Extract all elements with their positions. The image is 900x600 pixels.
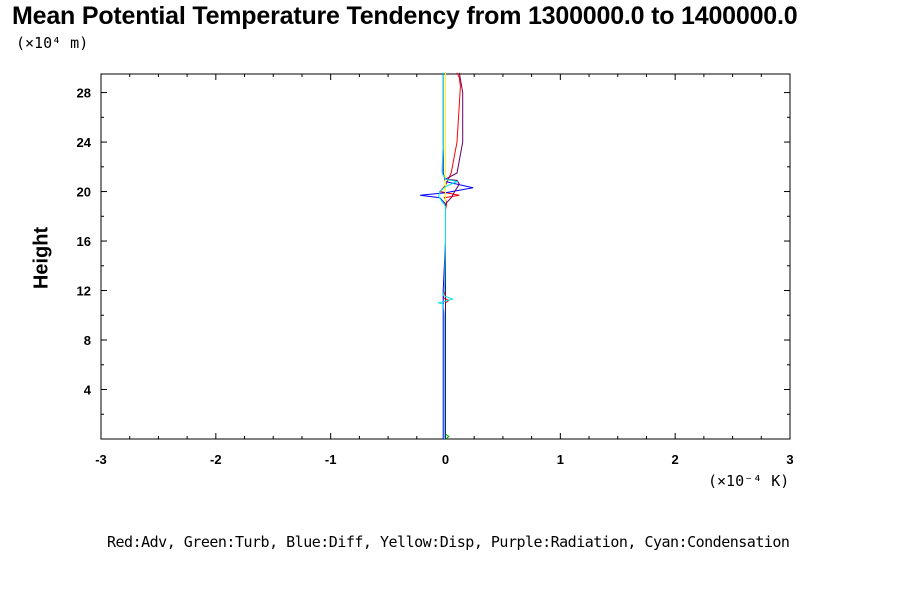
x-tick-label: 2 xyxy=(672,452,679,467)
series-line-condensation xyxy=(436,72,459,439)
series-line-diff xyxy=(420,72,474,439)
legend: Red:Adv, Green:Turb, Blue:Diff, Yellow:D… xyxy=(107,533,790,551)
y-axis-unit: (×10⁴ m) xyxy=(16,34,89,52)
chart-title: Mean Potential Temperature Tendency from… xyxy=(12,2,798,30)
series-group xyxy=(420,72,474,440)
x-axis-unit: (×10⁻⁴ K) xyxy=(708,472,790,490)
series-line-radiation xyxy=(443,72,464,439)
x-tick-label: -2 xyxy=(210,452,222,467)
y-tick-label: 12 xyxy=(77,284,91,299)
y-tick-label: 4 xyxy=(84,383,92,398)
y-tick-label: 8 xyxy=(84,333,91,348)
y-tick-label: 20 xyxy=(77,185,91,200)
series-line-turb xyxy=(445,72,450,440)
x-tick-label: 1 xyxy=(557,452,564,467)
y-tick-label: 28 xyxy=(77,86,91,101)
x-tick-label: 3 xyxy=(786,452,793,467)
y-tick-label: 24 xyxy=(77,135,92,150)
x-tick-label: -3 xyxy=(95,452,107,467)
x-tick-label: -1 xyxy=(325,452,337,467)
y-tick-label: 16 xyxy=(77,234,91,249)
x-tick-label: 0 xyxy=(442,452,449,467)
